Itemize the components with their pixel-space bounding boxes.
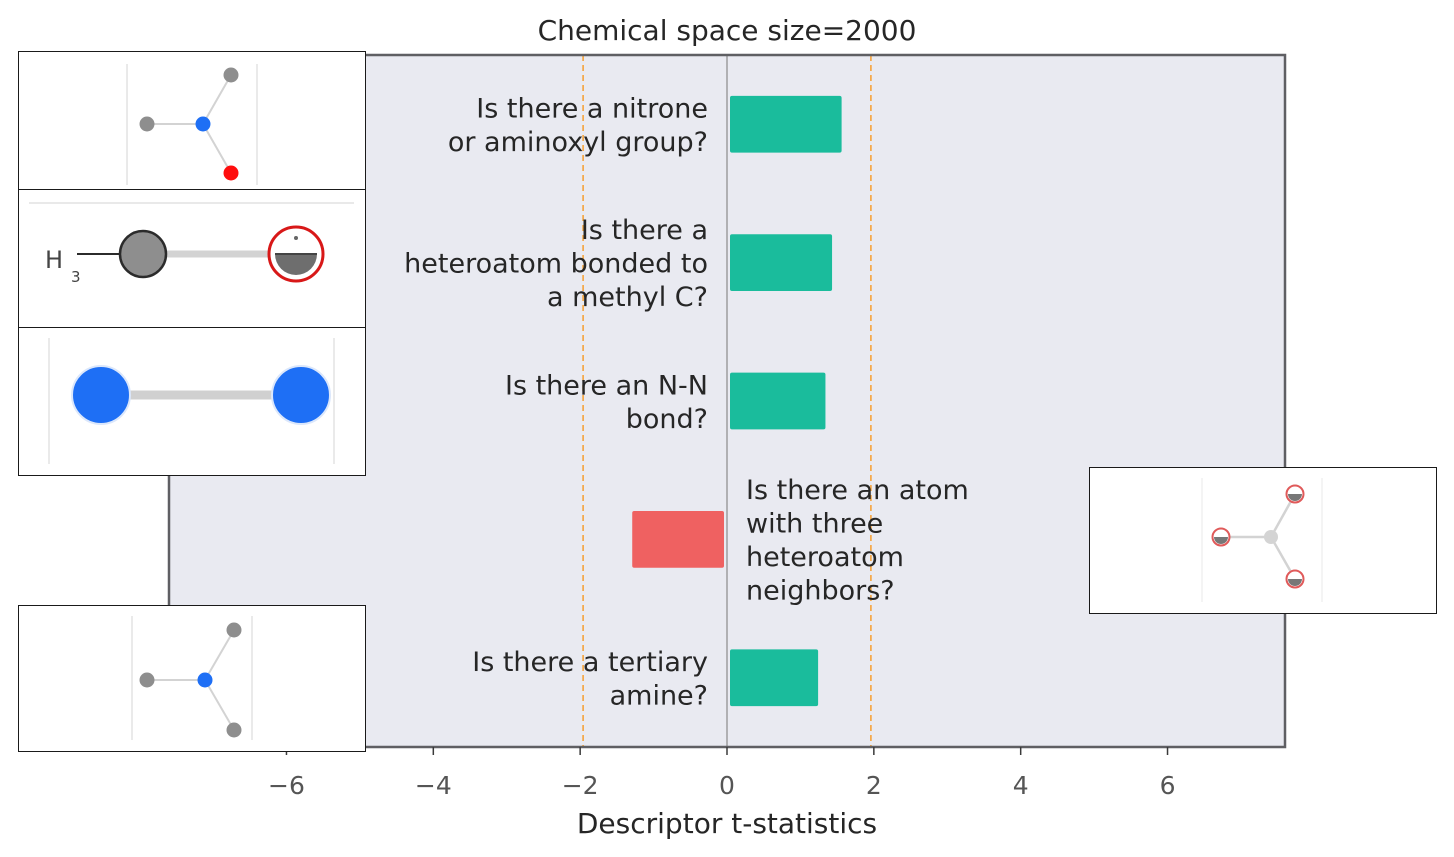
methyl-heteroatom-thumbnail: H 3 [18, 189, 366, 329]
x-tick-label-3: 0 [719, 771, 735, 800]
bar-2 [730, 372, 826, 430]
nitrone-molecule-thumbnail [18, 51, 366, 191]
tertiary-amine-thumbnail [18, 605, 366, 752]
nn-bond-molecule-icon [48, 338, 335, 464]
x-tick-label-6: 6 [1160, 771, 1176, 800]
tertiary-amine-molecule-icon [131, 616, 253, 740]
chart-title: Chemical space size=2000 [538, 14, 917, 47]
svg-text:H: H [45, 246, 63, 274]
category-label-1: Is there a heteroatom bonded to a methyl C… [404, 215, 708, 313]
x-tick-label-4: 2 [866, 771, 882, 800]
nn-bond-thumbnail [18, 327, 366, 476]
x-axis-label: Descriptor t-statistics [577, 807, 877, 840]
three-heteroatom-thumbnail [1089, 467, 1437, 614]
nitrone-molecule-icon [126, 64, 258, 185]
bar-3 [632, 511, 724, 568]
bar-4 [730, 649, 819, 707]
bar-0 [730, 95, 842, 153]
category-label-0: Is there a nitrone or aminoxyl group? [448, 93, 708, 158]
bar-1 [730, 234, 833, 291]
svg-text:3: 3 [71, 268, 81, 286]
x-tick-label-1: −4 [415, 771, 452, 800]
x-tick-label-0: −6 [268, 771, 305, 800]
category-label-4: Is there a tertiary amine? [472, 647, 708, 712]
three-heteroatom-molecule-icon [1201, 478, 1323, 602]
x-tick-label-5: 4 [1013, 771, 1029, 800]
x-tick-label-2: −2 [562, 771, 599, 800]
methyl-heteroatom-molecule-icon: H 3 [29, 202, 354, 286]
category-label-2: Is there an N-N bond? [505, 370, 708, 435]
category-label-3: Is there an atom with three heteroatom neig… [746, 475, 969, 607]
